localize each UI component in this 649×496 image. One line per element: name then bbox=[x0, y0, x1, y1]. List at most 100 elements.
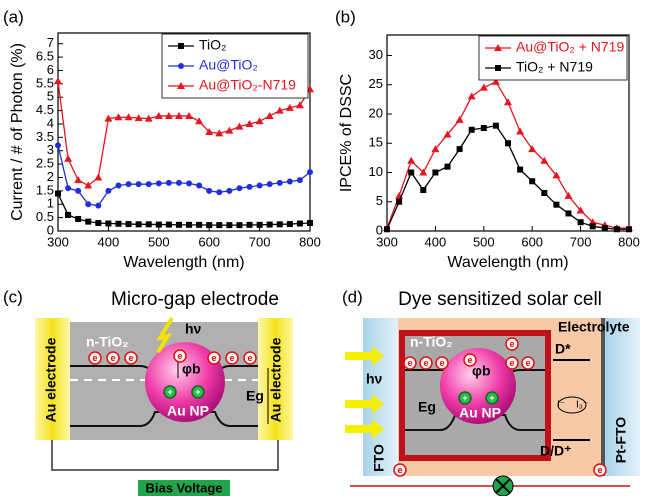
y-tick-label: 6.5 bbox=[36, 49, 54, 64]
y-tick-label: 20 bbox=[369, 105, 383, 120]
data-point bbox=[226, 188, 232, 194]
y-tick-label: 2 bbox=[47, 169, 54, 184]
data-point bbox=[566, 210, 572, 216]
electrode-label: Au electrode bbox=[268, 337, 284, 422]
data-point bbox=[257, 183, 263, 189]
y-tick-label: 0 bbox=[376, 222, 383, 237]
data-point bbox=[95, 203, 101, 209]
data-point bbox=[105, 221, 111, 227]
data-point bbox=[267, 222, 273, 228]
data-point bbox=[445, 164, 451, 170]
data-point bbox=[296, 101, 304, 108]
band-gap-label: Eg bbox=[418, 399, 436, 415]
barrier-label: φb bbox=[472, 363, 491, 379]
y-tick-label: 15 bbox=[369, 135, 383, 150]
data-point bbox=[55, 191, 61, 197]
bias-label: Bias Voltage bbox=[145, 480, 222, 495]
electron-label: e bbox=[467, 355, 472, 365]
x-tick-label: 800 bbox=[618, 234, 640, 249]
electron-label: e bbox=[177, 351, 182, 361]
data-point bbox=[176, 222, 182, 228]
panel-label: (d) bbox=[342, 287, 363, 306]
data-point bbox=[307, 220, 313, 226]
x-tick-label: 500 bbox=[148, 234, 170, 249]
y-tick-label: 5 bbox=[47, 89, 54, 104]
electron-label: e bbox=[128, 353, 133, 363]
data-point bbox=[504, 98, 512, 105]
data-point bbox=[65, 185, 71, 191]
data-point bbox=[396, 199, 402, 205]
data-point bbox=[136, 181, 142, 187]
data-point bbox=[266, 112, 274, 119]
data-point bbox=[565, 192, 573, 199]
y-tick-label: 4 bbox=[47, 115, 54, 130]
circuit bbox=[52, 440, 278, 470]
electron-label: e bbox=[439, 358, 444, 368]
electron-label: e bbox=[110, 353, 115, 363]
data-point bbox=[146, 221, 152, 227]
data-point bbox=[384, 226, 390, 232]
hole-label: + bbox=[167, 387, 172, 397]
data-point bbox=[95, 220, 101, 226]
pt-layer bbox=[601, 318, 605, 476]
y-tick-label: 0 bbox=[47, 222, 54, 237]
data-point bbox=[287, 221, 293, 227]
data-point bbox=[408, 169, 414, 175]
x-tick-label: 500 bbox=[473, 234, 495, 249]
panel-label: (b) bbox=[335, 7, 356, 26]
y-tick-label: 25 bbox=[369, 76, 383, 91]
data-point bbox=[287, 179, 293, 185]
electron-label: e bbox=[247, 353, 252, 363]
electron-label: e bbox=[509, 358, 514, 368]
y-tick-label: 1 bbox=[47, 196, 54, 211]
y-tick-label: 3 bbox=[47, 142, 54, 157]
data-point bbox=[236, 222, 242, 228]
data-point bbox=[65, 212, 71, 218]
y-tick-label: 5 bbox=[376, 193, 383, 208]
electron-label: e bbox=[525, 358, 530, 368]
data-point bbox=[307, 169, 313, 175]
data-point bbox=[247, 222, 253, 228]
x-tick-label: 400 bbox=[98, 234, 120, 249]
x-axis-label: Wavelength (nm) bbox=[447, 254, 568, 271]
dye-ground-label: D/D⁺ bbox=[540, 443, 572, 459]
data-point bbox=[626, 226, 632, 232]
electrode-label: Au electrode bbox=[43, 337, 59, 422]
electron-label: e bbox=[397, 465, 402, 475]
legend-label: Au@TiO₂ + N719 bbox=[516, 39, 624, 55]
data-point bbox=[614, 226, 620, 232]
data-point bbox=[529, 178, 535, 184]
legend-label: TiO₂ bbox=[199, 37, 226, 53]
x-tick-label: 600 bbox=[521, 234, 543, 249]
data-point bbox=[257, 222, 263, 228]
data-point bbox=[297, 221, 303, 227]
legend-label: TiO₂ + N719 bbox=[516, 59, 593, 75]
legend-marker bbox=[178, 63, 184, 69]
data-point bbox=[126, 181, 132, 187]
panel-label: (c) bbox=[3, 287, 23, 306]
data-point bbox=[277, 221, 283, 227]
data-point bbox=[216, 189, 222, 195]
data-point bbox=[432, 169, 438, 175]
diagram-title: Micro-gap electrode bbox=[111, 289, 279, 310]
x-axis-label: Wavelength (nm) bbox=[123, 254, 244, 271]
legend-marker bbox=[495, 65, 501, 71]
data-point bbox=[74, 176, 82, 183]
y-tick-label: 7 bbox=[47, 35, 54, 50]
data-point bbox=[541, 190, 547, 196]
data-point bbox=[517, 167, 523, 173]
semiconductor-label: n-TiO₂ bbox=[410, 334, 453, 350]
electron-label: e bbox=[229, 353, 234, 363]
electron-label: e bbox=[509, 339, 514, 349]
data-point bbox=[553, 202, 559, 208]
data-point bbox=[75, 188, 81, 194]
data-point bbox=[166, 180, 172, 186]
data-point bbox=[256, 117, 264, 124]
data-point bbox=[516, 128, 524, 135]
particle-label: Au NP bbox=[167, 403, 209, 419]
y-tick-label: 6 bbox=[47, 62, 54, 77]
diagram-c: (c) Micro-gap electrode Bias Voltage Au … bbox=[3, 287, 293, 496]
data-point bbox=[186, 222, 192, 228]
electron-label: e bbox=[423, 358, 428, 368]
iodide-label: I⁻ bbox=[557, 400, 565, 411]
